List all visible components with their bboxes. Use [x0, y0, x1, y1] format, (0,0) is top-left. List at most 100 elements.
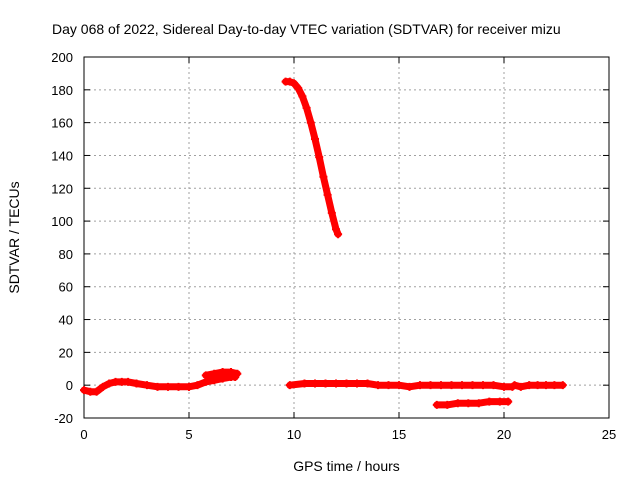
data-point — [405, 382, 414, 391]
y-tick-label: 20 — [59, 345, 73, 360]
data-point — [437, 381, 445, 390]
series-flat-mid — [285, 379, 517, 391]
series-lower — [432, 397, 513, 409]
x-axis-label: GPS time / hours — [293, 458, 400, 474]
plot-frame — [83, 56, 610, 419]
data-point — [319, 172, 328, 181]
data-point — [458, 381, 466, 390]
data-point — [453, 399, 462, 408]
data-point — [504, 397, 513, 406]
data-point — [80, 386, 88, 395]
series-upper-arc — [201, 368, 242, 380]
x-tick-label: 15 — [392, 427, 406, 442]
data-point — [489, 381, 498, 390]
x-tick-label: 10 — [287, 427, 301, 442]
data-point — [464, 399, 473, 408]
data-point — [98, 382, 107, 391]
grid — [84, 57, 609, 418]
data-point — [510, 381, 519, 390]
data-point — [218, 368, 227, 377]
data-point — [374, 381, 382, 390]
data-point — [363, 379, 372, 388]
data-point — [384, 381, 393, 390]
data-point — [105, 379, 114, 388]
data-point — [327, 208, 336, 217]
data-point — [447, 381, 456, 390]
data-point — [516, 382, 525, 391]
y-tick-label: 160 — [51, 116, 73, 131]
data-point — [353, 379, 361, 388]
data-point — [479, 381, 487, 390]
y-tick-label: 0 — [66, 378, 73, 393]
data-point — [294, 84, 303, 93]
data-point — [285, 77, 294, 86]
y-tick-label: -20 — [54, 411, 73, 426]
chart-title: Day 068 of 2022, Sidereal Day-to-day VTE… — [52, 21, 561, 37]
data-point — [311, 135, 319, 144]
data-point — [92, 387, 101, 396]
axis-ticks: 0 5 10 15 20 25 -20 0 20 40 60 80 100 120 140 160 180 200 — [51, 50, 616, 442]
series-early — [80, 377, 193, 396]
data-point — [298, 92, 307, 101]
series-late — [510, 381, 567, 391]
y-axis-label: SDTVAR / TECUs — [6, 181, 22, 293]
data-series — [80, 77, 567, 409]
data-point — [143, 381, 151, 390]
y-tick-label: 200 — [51, 50, 73, 65]
data-point — [153, 382, 162, 391]
data-point — [558, 381, 567, 390]
data-point — [495, 397, 504, 406]
data-point — [164, 382, 172, 391]
data-point — [201, 371, 210, 380]
data-point — [302, 103, 311, 112]
series-spike — [281, 77, 343, 239]
data-point — [233, 369, 242, 378]
data-point — [311, 379, 319, 388]
data-point — [500, 382, 508, 391]
x-tick-label: 25 — [602, 427, 616, 442]
y-tick-label: 120 — [51, 181, 73, 196]
data-point — [332, 225, 340, 234]
data-point — [321, 379, 330, 388]
data-point — [185, 382, 193, 391]
x-tick-label: 20 — [497, 427, 511, 442]
data-point — [124, 377, 133, 386]
data-point — [227, 368, 235, 377]
data-point — [474, 399, 483, 408]
data-point — [334, 230, 343, 239]
y-tick-label: 140 — [51, 148, 73, 163]
data-point — [323, 190, 332, 199]
data-point — [533, 381, 542, 390]
y-tick-label: 60 — [59, 280, 73, 295]
y-tick-label: 100 — [51, 214, 73, 229]
series-trace — [282, 78, 342, 238]
data-point — [525, 381, 534, 390]
x-tick-label: 5 — [185, 427, 192, 442]
data-point — [432, 400, 441, 409]
y-tick-label: 40 — [59, 313, 73, 328]
data-point — [416, 381, 424, 390]
data-point — [342, 379, 351, 388]
data-point — [542, 381, 550, 390]
data-point — [285, 381, 294, 390]
data-point — [132, 379, 141, 388]
data-point — [395, 381, 403, 390]
data-point — [315, 153, 324, 162]
data-point — [193, 381, 202, 390]
data-point — [210, 369, 219, 378]
data-point — [332, 379, 340, 388]
y-tick-label: 80 — [59, 247, 73, 262]
data-point — [443, 400, 452, 409]
series-trace — [286, 380, 516, 391]
y-tick-label: 180 — [51, 83, 73, 98]
data-point — [306, 118, 315, 127]
data-point — [485, 397, 494, 406]
data-point — [300, 379, 309, 388]
data-point — [174, 382, 183, 391]
x-tick-label: 0 — [80, 427, 87, 442]
data-point — [468, 381, 477, 390]
data-point — [426, 381, 435, 390]
data-point — [550, 381, 559, 390]
data-point — [290, 79, 298, 88]
